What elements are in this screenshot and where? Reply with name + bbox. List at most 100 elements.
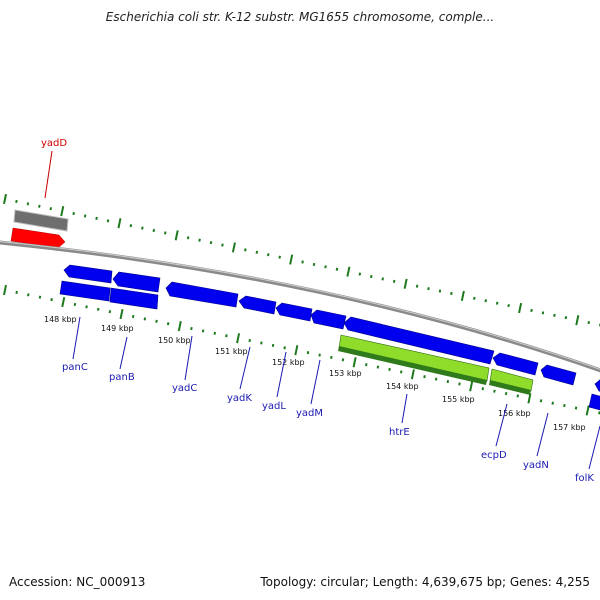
gene-label-yadC[interactable]: yadC [172, 383, 197, 394]
gene-label-panC[interactable]: panC [62, 362, 88, 373]
minor-tick [450, 291, 453, 296]
minor-tick [152, 228, 156, 233]
minor-tick [423, 375, 426, 379]
kbp-label: 149 kbp [101, 324, 134, 333]
rna-gene-arrow[interactable] [489, 368, 534, 392]
gene-arrow[interactable] [492, 352, 539, 376]
gene-arrow[interactable] [594, 378, 600, 393]
gene-label-ecpD[interactable]: ecpD [481, 450, 507, 461]
rna-gene-arrow[interactable] [338, 334, 490, 382]
minor-tick [271, 343, 275, 347]
chromosome-backbone [0, 240, 600, 373]
minor-tick [330, 355, 333, 360]
major-tick [2, 193, 8, 205]
minor-tick [108, 310, 112, 314]
kbp-label: 156 kbp [498, 409, 531, 418]
gene-label-htrE[interactable]: htrE [389, 427, 410, 438]
kbp-label: 152 kbp [272, 358, 305, 367]
minor-tick [201, 329, 205, 333]
minor-tick [370, 274, 373, 279]
major-tick [403, 278, 408, 289]
major-tick [117, 218, 122, 229]
minor-tick [15, 199, 18, 203]
minor-tick [95, 216, 98, 220]
minor-tick [392, 279, 396, 283]
minor-tick [15, 290, 18, 294]
inner-tick-track [3, 284, 600, 416]
gene-arrow[interactable] [275, 302, 313, 322]
kbp-label: 151 kbp [215, 347, 248, 356]
gene-arrow[interactable] [310, 309, 347, 330]
minor-tick [278, 255, 281, 259]
minor-tick [318, 353, 321, 357]
minor-tick [399, 370, 403, 374]
gene-arrow[interactable] [63, 264, 113, 284]
major-tick [460, 290, 465, 302]
major-tick [236, 333, 241, 344]
minor-tick [458, 382, 461, 386]
major-tick [61, 296, 66, 308]
major-tick [527, 393, 532, 404]
minor-tick [190, 326, 193, 331]
gene-labels: yadD panC panB yadC yadK yadL yadM htrE ecpD yadN… [41, 138, 600, 484]
gene-leader-line [495, 403, 508, 447]
minor-tick [415, 284, 419, 288]
gene-label-folK[interactable]: folK [575, 473, 594, 484]
gene-label-yadN[interactable]: yadN [523, 460, 549, 471]
minor-tick [504, 391, 508, 396]
minor-tick [434, 377, 438, 381]
gene-label-yadL[interactable]: yadL [262, 401, 286, 412]
minor-tick [85, 305, 88, 309]
gene-arrow[interactable] [343, 316, 495, 365]
minor-tick [553, 313, 556, 317]
topology-label: Topology: circular; Length: 4,639,675 bp… [260, 575, 590, 589]
minor-tick [260, 341, 263, 345]
gene-label-yadM[interactable]: yadM [296, 408, 323, 419]
gene-leader-line [536, 412, 549, 457]
gene-arrow[interactable] [588, 393, 600, 411]
gene-label-yadD[interactable]: yadD [41, 138, 67, 149]
gene-leader-line [239, 346, 251, 390]
gene-label-panB[interactable]: panB [109, 372, 135, 383]
gene-yadD-arrow[interactable] [10, 227, 66, 249]
minor-tick [141, 226, 144, 230]
gene-arrow[interactable] [540, 364, 577, 386]
minor-tick [283, 346, 286, 350]
gene-arrow[interactable] [238, 295, 277, 315]
major-tick [294, 345, 299, 356]
minor-tick [507, 304, 510, 308]
minor-tick [96, 307, 100, 311]
gene-label-yadK[interactable]: yadK [227, 393, 252, 404]
major-tick [585, 405, 590, 416]
gene-arrow[interactable] [112, 271, 161, 293]
minor-tick [312, 262, 316, 266]
minor-tick [551, 401, 554, 405]
accession-label: Accession: NC_000913 [9, 575, 146, 589]
minor-tick [516, 394, 520, 398]
minor-tick [49, 207, 53, 211]
gene-arrow[interactable] [109, 287, 159, 310]
gene-yadD-gray-arrow[interactable] [13, 209, 69, 232]
minor-tick [427, 287, 430, 291]
minor-tick [129, 224, 133, 228]
minor-tick [539, 399, 543, 403]
minor-tick [73, 302, 77, 307]
gene-leader-line [310, 359, 321, 405]
gene-leader-line [588, 425, 600, 470]
kbp-label: 157 kbp [553, 423, 586, 432]
gene-arrow[interactable] [59, 280, 111, 302]
minor-tick [495, 301, 499, 305]
kbp-label: 155 kbp [442, 395, 475, 404]
gene-leader-line [72, 316, 81, 360]
minor-tick [221, 243, 224, 247]
minor-tick [213, 331, 217, 335]
minor-tick [564, 316, 568, 320]
gene-arrow[interactable] [165, 281, 239, 308]
minor-tick [106, 219, 110, 223]
minor-tick [26, 202, 30, 206]
minor-tick [335, 267, 339, 271]
major-tick [231, 242, 236, 253]
minor-tick [381, 277, 384, 281]
minor-tick [198, 238, 201, 242]
minor-tick [38, 204, 41, 208]
